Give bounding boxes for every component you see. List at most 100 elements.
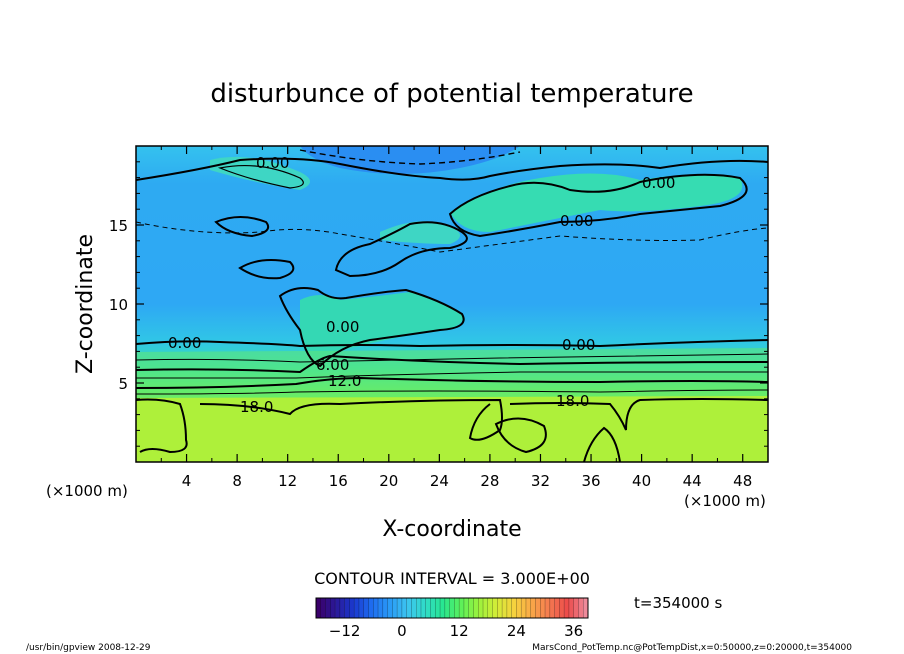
contour-three-dashed xyxy=(136,221,768,253)
colorbar-stripe xyxy=(335,598,341,618)
colorbar-stripe xyxy=(416,598,422,618)
colorbar-tick-label: 12 xyxy=(450,622,469,640)
contour-six xyxy=(136,354,768,374)
contour-nine xyxy=(136,371,768,379)
colorbar-tick-label: 36 xyxy=(564,622,583,640)
colorbar-stripe xyxy=(487,598,493,618)
colorbar-stripe xyxy=(578,598,584,618)
colorbar-stripe xyxy=(463,598,469,618)
contour-label-plume: 0.00 xyxy=(326,318,359,336)
colorbar-stripe xyxy=(358,598,364,618)
colorbar-stripe xyxy=(316,598,321,618)
colorbar-stripe xyxy=(525,598,531,618)
colorbar-stripe xyxy=(545,598,551,618)
colorbar-stripe xyxy=(554,598,560,618)
y-axis: 5 10 15 xyxy=(109,161,768,447)
colorbar-stripe xyxy=(411,598,417,618)
colorbar-stripe xyxy=(330,598,336,618)
x-tick-label: 4 xyxy=(182,472,192,490)
colorbar-stripe xyxy=(339,598,345,618)
contour-twelve xyxy=(136,376,768,389)
contour-eighteen-main xyxy=(136,398,768,454)
colorbar-stripe xyxy=(401,598,407,618)
colorbar-stripe xyxy=(530,598,536,618)
colorbar xyxy=(315,598,589,618)
colorbar-stripe xyxy=(397,598,403,618)
colorbar-stripe xyxy=(511,598,517,618)
colorbar-stripe xyxy=(535,598,541,618)
colorbar-stripe xyxy=(444,598,450,618)
contour-label-left: 0.00 xyxy=(168,334,201,352)
colorbar-stripe xyxy=(363,598,369,618)
contour-eighteen-bottom xyxy=(583,426,621,462)
y-tick-label: 5 xyxy=(118,375,128,393)
colorbar-stripe xyxy=(564,598,570,618)
y-tick-label: 15 xyxy=(109,217,128,235)
contour-three xyxy=(136,353,768,363)
colorbar-stripe xyxy=(430,598,436,618)
colorbar-stripe xyxy=(344,598,350,618)
contour-label-right: 0.00 xyxy=(642,174,675,192)
colorbar-stripe xyxy=(583,598,589,618)
colorbar-stripe xyxy=(382,598,388,618)
colorbar-stripe xyxy=(320,598,326,618)
contour-label-right-low: 0.00 xyxy=(560,212,593,230)
y-tick-label: 10 xyxy=(109,296,128,314)
colorbar-stripe xyxy=(568,598,574,618)
contour-zero-upper-left-loop xyxy=(217,164,304,189)
contour-fifteen xyxy=(136,389,768,395)
colorbar-stripe xyxy=(573,598,579,618)
x-tick-label: 20 xyxy=(379,472,398,490)
y-axis-label: Z-coordinate xyxy=(73,234,98,374)
colorbar-stripe xyxy=(368,598,374,618)
contour-zero-mid-blob xyxy=(334,221,468,278)
contour-zero-lower xyxy=(136,339,768,348)
colorbar-stripe xyxy=(559,598,565,618)
x-tick-label: 8 xyxy=(232,472,242,490)
colorbar-stripe xyxy=(392,598,398,618)
contour-zero-left-blob xyxy=(238,259,295,280)
colorbar-stripe xyxy=(468,598,474,618)
x-tick-label: 32 xyxy=(531,472,550,490)
x-unit-right: (×1000 m) xyxy=(684,492,766,510)
x-tick-label: 36 xyxy=(581,472,600,490)
colorbar-stripe xyxy=(478,598,484,618)
colorbar-stripe xyxy=(497,598,503,618)
footer-right: MarsCond_PotTemp.nc@PotTempDist,x=0:5000… xyxy=(532,643,852,653)
x-tick-label: 24 xyxy=(430,472,449,490)
upper-warm-patch-mid xyxy=(380,221,460,244)
colorbar-stripe xyxy=(440,598,446,618)
x-tick-label: 48 xyxy=(733,472,752,490)
contour-label-lower-right: 0.00 xyxy=(562,336,595,354)
colorbar-stripe xyxy=(435,598,441,618)
contour-eighteen-loop xyxy=(494,417,547,454)
contour-zero-small-blob xyxy=(214,216,270,238)
colorbar-tick-label: 0 xyxy=(397,622,407,640)
colorbar-stripe xyxy=(492,598,498,618)
colorbar-stripe xyxy=(454,598,460,618)
contour-label-six: 6.00 xyxy=(316,356,349,374)
colorbar-stripe xyxy=(373,598,379,618)
upper-warm-patch-left xyxy=(210,156,310,190)
colorbar-stripe xyxy=(425,598,431,618)
contour-zero-upper xyxy=(136,157,768,181)
colorbar-stripe xyxy=(449,598,455,618)
colorbar-stripe xyxy=(459,598,465,618)
contour-label-eighteen-left: 18.0 xyxy=(240,398,273,416)
footer-left: /usr/bin/gpview 2008-12-29 xyxy=(26,643,151,653)
colorbar-stripe xyxy=(521,598,527,618)
x-tick-label: 28 xyxy=(480,472,499,490)
contour-minus-top xyxy=(299,149,521,165)
colorbar-ticks: −12 0 12 24 36 xyxy=(329,622,583,640)
contour-label-twelve: 12.0 xyxy=(328,372,361,390)
colorbar-stripe xyxy=(354,598,360,618)
colorbar-stripe xyxy=(420,598,426,618)
x-axis: 4 8 12 16 20 24 28 32 36 40 44 48 xyxy=(160,146,752,490)
colorbar-stripe xyxy=(549,598,555,618)
colorbar-stripe xyxy=(349,598,355,618)
x-unit-left: (×1000 m) xyxy=(46,482,128,500)
colorbar-tick-label: −12 xyxy=(329,622,361,640)
mid-warm-plume xyxy=(300,292,463,360)
colorbar-stripe xyxy=(506,598,512,618)
